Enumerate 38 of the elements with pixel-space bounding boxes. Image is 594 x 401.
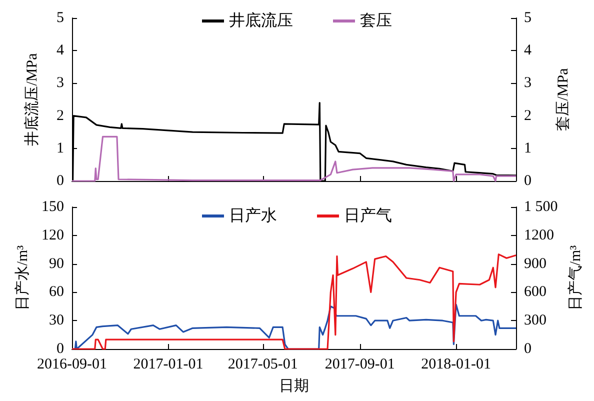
y-axis-title: 井底流压/MPa bbox=[24, 52, 40, 146]
y2-tick-label: 5 bbox=[524, 10, 532, 26]
y-tick-label: 0 bbox=[56, 341, 64, 357]
y-tick-label: 150 bbox=[42, 199, 64, 215]
y2-tick-label: 3 bbox=[524, 75, 532, 92]
x-tick-label: 2016-09-01 bbox=[37, 356, 107, 372]
x-tick-label: 2017-09-01 bbox=[324, 356, 395, 372]
y2-axis-title: 套压/MPa bbox=[554, 68, 572, 131]
y2-tick-label: 0 bbox=[524, 173, 532, 189]
y-tick-label: 30 bbox=[49, 312, 64, 329]
legend-label: 日产气 bbox=[344, 206, 392, 224]
x-tick-label: 2017-01-01 bbox=[133, 356, 204, 372]
y-tick-label: 5 bbox=[56, 10, 64, 26]
y2-tick-label: 2 bbox=[524, 108, 532, 124]
y-tick-label: 0 bbox=[56, 173, 64, 189]
y2-tick-label: 1200 bbox=[524, 227, 554, 244]
legend-label: 井底流压 bbox=[229, 12, 293, 30]
y-tick-label: 4 bbox=[56, 42, 64, 59]
y-tick-label: 60 bbox=[49, 284, 64, 300]
y-axis-title: 日产水/m³ bbox=[14, 244, 32, 311]
x-axis-title: 日期 bbox=[279, 378, 309, 394]
y2-tick-label: 1 bbox=[524, 140, 532, 156]
y2-tick-label: 0 bbox=[524, 341, 532, 357]
y2-tick-label: 4 bbox=[524, 42, 532, 59]
y2-tick-label: 1 500 bbox=[524, 199, 558, 215]
x-tick-label: 2018-01-01 bbox=[421, 356, 492, 372]
legend-label: 日产水 bbox=[229, 206, 277, 224]
y2-tick-label: 300 bbox=[524, 312, 546, 329]
y2-tick-label: 900 bbox=[524, 256, 546, 272]
y-tick-label: 1 bbox=[56, 140, 64, 156]
y-tick-label: 2 bbox=[56, 108, 64, 124]
y-tick-label: 120 bbox=[42, 227, 64, 244]
x-tick-label: 2017-05-01 bbox=[228, 356, 298, 372]
y-tick-label: 3 bbox=[56, 75, 64, 92]
legend-label: 套压 bbox=[360, 12, 392, 30]
y-tick-label: 90 bbox=[49, 256, 64, 272]
y2-axis-title: 日产气/m³ bbox=[567, 244, 584, 311]
y2-tick-label: 600 bbox=[524, 284, 546, 300]
